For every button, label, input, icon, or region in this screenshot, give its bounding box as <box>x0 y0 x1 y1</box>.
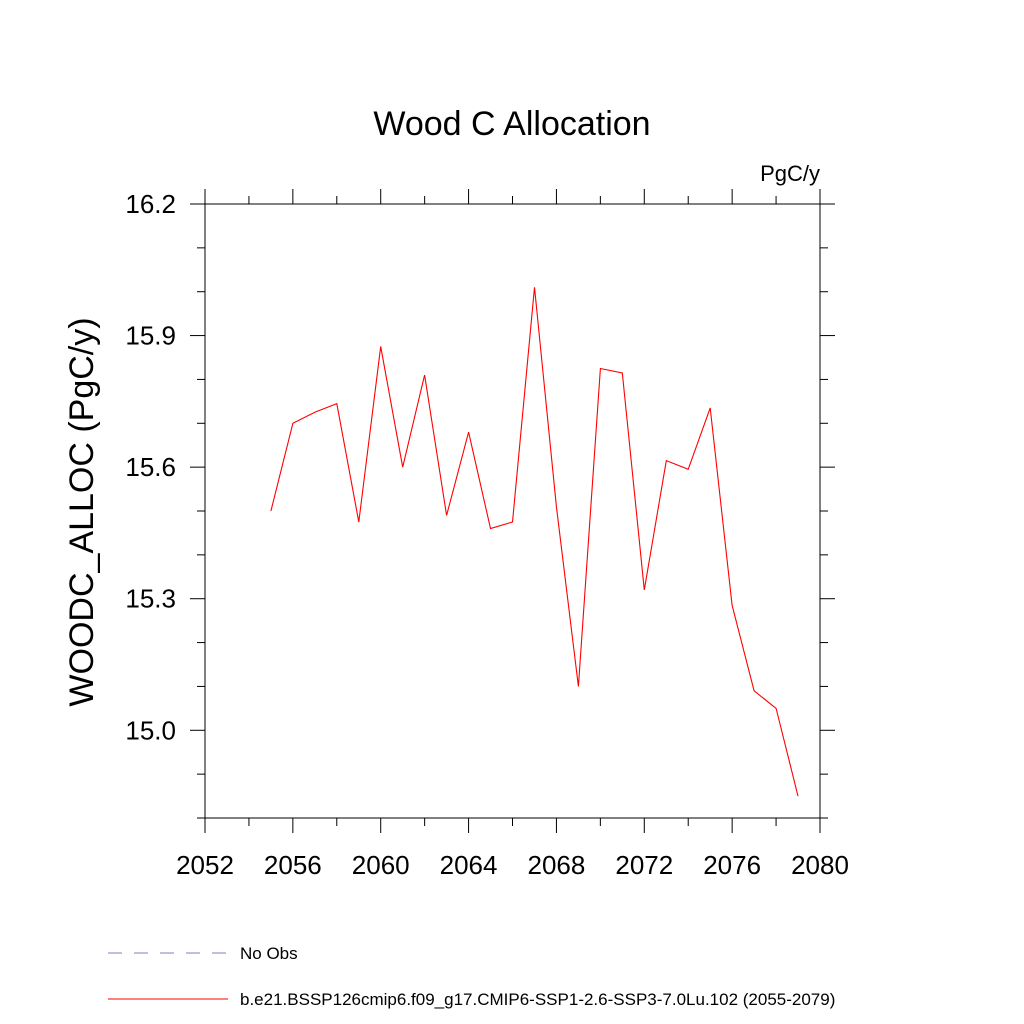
x-tick-label: 2072 <box>615 850 673 880</box>
x-tick-label: 2064 <box>440 850 498 880</box>
x-tick-label: 2052 <box>176 850 234 880</box>
x-tick-label: 2060 <box>352 850 410 880</box>
legend-label: No Obs <box>240 944 298 963</box>
x-tick-label: 2076 <box>703 850 761 880</box>
y-axis-label: WOODC_ALLOC (PgC/y) <box>63 317 101 706</box>
y-tick-label: 15.0 <box>125 715 176 745</box>
series-layer <box>270 287 799 797</box>
chart-title: Wood C Allocation <box>373 105 650 143</box>
y-tick-label: 15.6 <box>125 452 176 482</box>
x-tick-label: 2056 <box>264 850 322 880</box>
y-tick-label: 15.3 <box>125 584 176 614</box>
y-tick-label: 16.2 <box>125 189 176 219</box>
legend-label: b.e21.BSSP126cmip6.f09_g17.CMIP6-SSP1-2.… <box>240 990 835 1009</box>
units-label: PgC/y <box>760 161 820 186</box>
x-tick-label: 2068 <box>528 850 586 880</box>
series-line <box>270 287 799 797</box>
y-tick-label: 15.9 <box>125 321 176 351</box>
legend: No Obs b.e21.BSSP126cmip6.f09_g17.CMIP6-S… <box>108 944 835 1009</box>
plot-frame <box>204 203 821 819</box>
axis-ticks: 2052 2056 2060 2064 2068 2072 2076 2080 15.0 15.3… <box>125 189 849 880</box>
x-tick-label: 2080 <box>791 850 849 880</box>
